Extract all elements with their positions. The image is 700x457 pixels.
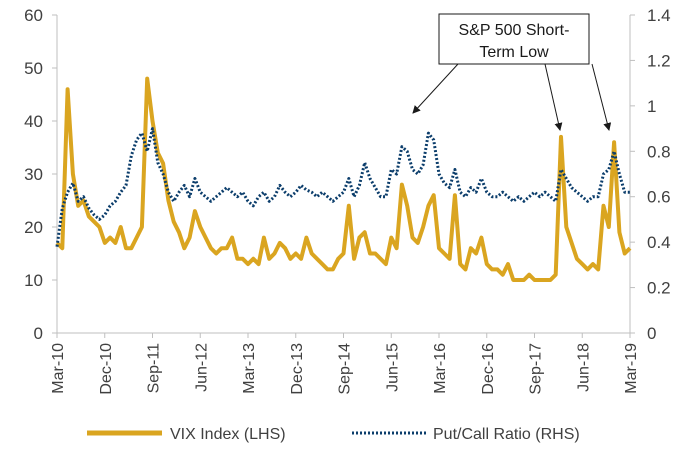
y-right-tick-label: 0.4 <box>647 233 671 252</box>
x-tick-label: Dec-16 <box>480 343 497 395</box>
series-line-vix <box>55 76 632 282</box>
x-tick-label: Sep-17 <box>528 343 545 395</box>
x-tick-label: Sep-11 <box>146 343 163 394</box>
x-tick-label: Dec-13 <box>289 343 306 395</box>
x-tick-label: Mar-19 <box>623 343 640 394</box>
y-right-tick-label: 0 <box>647 324 656 343</box>
y-left-tick-label: 10 <box>24 271 43 290</box>
y-left-tick-label: 50 <box>24 59 43 78</box>
legend-label-putcall: Put/Call Ratio (RHS) <box>433 426 580 443</box>
y-right-tick-label: 0.2 <box>647 279 671 298</box>
annotation-box <box>438 13 590 65</box>
annotation-arrow-2018b <box>591 63 612 131</box>
legend: VIX Index (LHS) Put/Call Ratio (RHS) <box>87 426 580 443</box>
y-right-tick-label: 0.6 <box>647 188 671 207</box>
x-tick-label: Mar-13 <box>241 343 258 394</box>
x-tick-label: Mar-16 <box>432 343 449 394</box>
x-tick-label: Dec-10 <box>98 343 115 395</box>
legend-label-vix: VIX Index (LHS) <box>170 426 286 443</box>
y-right-tick-label: 1.4 <box>647 6 671 25</box>
x-tick-label: Sep-14 <box>337 343 354 395</box>
series-layer <box>55 76 632 282</box>
annotation-arrow-2015 <box>412 63 459 114</box>
x-tick-label: Jun-15 <box>384 343 401 392</box>
annotation-line-2: Term Low <box>479 44 549 61</box>
annotation: S&P 500 Short- Term Low <box>412 13 612 131</box>
y-right-tick-label: 1.2 <box>647 51 671 70</box>
x-tick-label: Jun-12 <box>193 343 210 392</box>
annotation-arrow-2018a <box>544 63 563 131</box>
y-left-tick-label: 30 <box>24 165 43 184</box>
y-left-tick-label: 40 <box>24 112 43 131</box>
x-tick-label: Mar-10 <box>50 343 67 394</box>
y-right-tick-label: 0.8 <box>647 142 671 161</box>
y-left-tick-label: 20 <box>24 218 43 237</box>
series-line-putcall <box>55 127 630 247</box>
y-right-tick-label: 1 <box>647 97 656 116</box>
y-left-tick-label: 60 <box>24 6 43 25</box>
annotation-arrows <box>412 63 612 131</box>
x-tick-label: Jun-18 <box>575 343 592 392</box>
y-left-tick-label: 0 <box>34 324 43 343</box>
annotation-line-1: S&P 500 Short- <box>459 22 570 39</box>
axes: 0 10 20 30 40 50 60 0 0.2 0.4 0.6 0.8 1 1.2 1.4 Mar-10 D… <box>24 6 671 395</box>
